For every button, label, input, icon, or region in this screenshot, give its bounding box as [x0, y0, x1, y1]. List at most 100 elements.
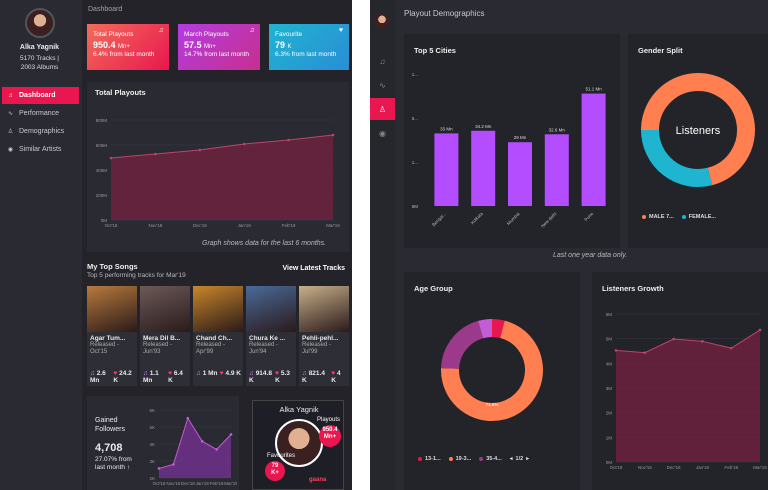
- song-card[interactable]: Mera Dil B... Released - Jun'93 ♫ 1.1 Mn ♥ 6…: [140, 286, 190, 386]
- total-playouts-chart: 0M 200M 400M 600M 800M Oct'18 Nov'18 Dec'18 Jan'…: [96, 118, 341, 228]
- donut-slice: [478, 319, 493, 339]
- headphones-icon[interactable]: ♫: [379, 56, 386, 66]
- legend-item[interactable]: MALE 7...: [642, 214, 674, 220]
- area-fill: [616, 329, 760, 462]
- legend-label: MALE 7...: [649, 214, 674, 220]
- legend-item[interactable]: FEMALE...: [681, 214, 716, 220]
- artist-last-name: Yagnik: [296, 405, 319, 414]
- y-tick-label: 3M: [606, 386, 613, 391]
- chart-title: Total Playouts: [95, 88, 146, 97]
- song-card[interactable]: Agar Tum... Released - Oct'15 ♫ 2.6 Mn ♥ 24.…: [87, 286, 137, 386]
- top-cities-chart: 1... 5... 1... 5M 33 Mn Bengal... 34.2 Mn Kolka…: [412, 72, 606, 229]
- trend-icon: ∿: [7, 111, 14, 117]
- plays-value: 821.4 K: [302, 370, 325, 384]
- artist-card[interactable]: Alka Yagnik Playouts 950.4 Mn+ Favourites…: [252, 400, 344, 490]
- total-playouts-card[interactable]: ♫ Total Playouts 950.4 Mn+ 6.4% from las…: [87, 24, 169, 70]
- x-tick-label: Nov'18: [148, 223, 162, 228]
- song-card[interactable]: Chura Ke ... Released - Jun'94 ♫ 914.8 K ♥ 5…: [246, 286, 296, 386]
- data-point: [154, 152, 157, 156]
- y-tick-label: 200M: [96, 193, 108, 198]
- march-playouts-card[interactable]: ♫ March Playouts 57.5 Mn+ 14.7% from las…: [178, 24, 260, 70]
- favourite-card[interactable]: ♥ Favourite 79 K 6.3% from last month: [269, 24, 349, 70]
- chart-caption: Last one year data only.: [553, 252, 628, 259]
- sidebar-item-performance[interactable]: ∿ Performance: [2, 105, 79, 122]
- y-tick-label: 0M: [101, 218, 108, 223]
- chevron-right-icon[interactable]: ▸: [526, 456, 529, 462]
- followers-title-line: Gained: [95, 417, 118, 424]
- top-songs-section: My Top Songs Top 5 performing tracks for…: [87, 258, 349, 388]
- sidebar-item-dashboard[interactable]: ♫ Dashboard: [2, 87, 79, 104]
- y-tick-label: 1M: [606, 435, 613, 440]
- sidebar-item-label: Dashboard: [19, 92, 56, 99]
- x-tick-label: Dec'18: [193, 223, 207, 228]
- x-tick-label: Oct'18: [153, 481, 166, 486]
- x-tick-label: Jan'19: [696, 465, 710, 470]
- x-tick-label: Jan'19: [238, 223, 252, 228]
- y-tick-label: 400M: [96, 168, 108, 173]
- avatar[interactable]: [25, 8, 55, 38]
- person-icon[interactable]: ♙: [370, 98, 395, 120]
- disc-icon[interactable]: ◉: [379, 128, 386, 138]
- y-tick-label: 4K: [149, 442, 155, 447]
- song-released: Released -: [143, 342, 173, 348]
- followers-delta-line: last month: [95, 464, 125, 471]
- song-likes: ♥ 4 K: [331, 370, 347, 384]
- data-label: 51.1 Mn: [585, 87, 602, 92]
- x-tick-label: Oct'18: [610, 465, 623, 470]
- song-plays: ♫ 2.6 Mn: [90, 370, 113, 384]
- chart-legend: MALE 7... FEMALE...: [642, 214, 716, 220]
- heart-icon: ♥: [275, 370, 280, 377]
- data-point: [701, 340, 704, 343]
- chart-title: Age Group: [414, 284, 453, 293]
- x-tick-label: Feb'19: [724, 465, 738, 470]
- section-title: My Top Songs: [87, 262, 138, 271]
- sidebar-item-label: Demographics: [19, 128, 65, 135]
- headphones-icon: ♫: [249, 370, 254, 377]
- likes-value: 4 K: [331, 370, 341, 384]
- headphones-icon: ♫: [90, 370, 95, 377]
- avatar[interactable]: [374, 13, 390, 29]
- song-released: Released -: [196, 342, 226, 348]
- bar: [434, 133, 459, 206]
- data-point: [198, 148, 202, 152]
- sidebar: Alka Yagnik 5170 Tracks | 2003 Albums ♫ …: [0, 0, 79, 490]
- dashboard-panel: Alka Yagnik 5170 Tracks | 2003 Albums ♫ …: [0, 0, 352, 490]
- bar: [508, 142, 532, 206]
- data-point: [331, 133, 335, 137]
- song-card[interactable]: Pehli-pehl... Released - Jul'99 ♫ 821.4 K ♥ …: [299, 286, 349, 386]
- card-delta: 6.4% from last month: [93, 51, 155, 58]
- page-title: Dashboard: [88, 6, 123, 13]
- x-tick-label: Mar'19: [326, 223, 340, 228]
- y-tick-label: 5K: [149, 425, 155, 430]
- donut-slice: [441, 320, 484, 370]
- donut-slice: [491, 319, 505, 339]
- legend-item[interactable]: 13-1...: [418, 456, 441, 462]
- gained-followers-box: Gained Followers 4,708 27.07% from last …: [87, 396, 239, 490]
- x-tick-label: Dec'18: [667, 465, 681, 470]
- page-title: Playout Demographics: [404, 9, 485, 18]
- bar: [581, 93, 606, 206]
- legend-pager[interactable]: ◂ 1/2 ▸: [510, 456, 529, 462]
- chevron-left-icon[interactable]: ◂: [509, 456, 513, 462]
- gender-split-box: Gender Split Listeners MALE 7... FEMALE.…: [628, 34, 768, 248]
- song-date: Jul'99: [302, 349, 318, 355]
- data-label: 32.6 Mn: [549, 127, 566, 132]
- series-line: [110, 134, 334, 159]
- headphones-icon: ♫: [249, 27, 255, 34]
- bar: [544, 134, 569, 206]
- sidebar-item-demographics[interactable]: ♙ Demographics: [2, 123, 79, 140]
- pager-label: 1/2: [515, 456, 524, 462]
- icon-sidebar: ♫ ∿ ♙ ◉: [370, 0, 395, 490]
- data-point: [200, 439, 204, 443]
- song-likes: ♥ 24.2 K: [113, 370, 135, 384]
- song-card[interactable]: Chand Ch... Released - Apr'99 ♫ 1 Mn ♥ 4.9 K: [193, 286, 243, 386]
- view-latest-tracks-link[interactable]: View Latest Tracks: [282, 265, 345, 272]
- bar: [471, 130, 496, 206]
- donut-slice: [641, 73, 755, 186]
- total-playouts-chart-box: Total Playouts 0M 200M 400M 600M 800M Oct'18 N…: [87, 82, 349, 252]
- section-subtitle: Top 5 performing tracks for Mar'19: [87, 272, 186, 279]
- legend-item[interactable]: 35-4...: [479, 456, 502, 462]
- sidebar-item-similar-artists[interactable]: ◉ Similar Artists: [2, 141, 79, 158]
- trend-icon[interactable]: ∿: [379, 80, 386, 90]
- legend-item[interactable]: 19-3...: [448, 456, 471, 462]
